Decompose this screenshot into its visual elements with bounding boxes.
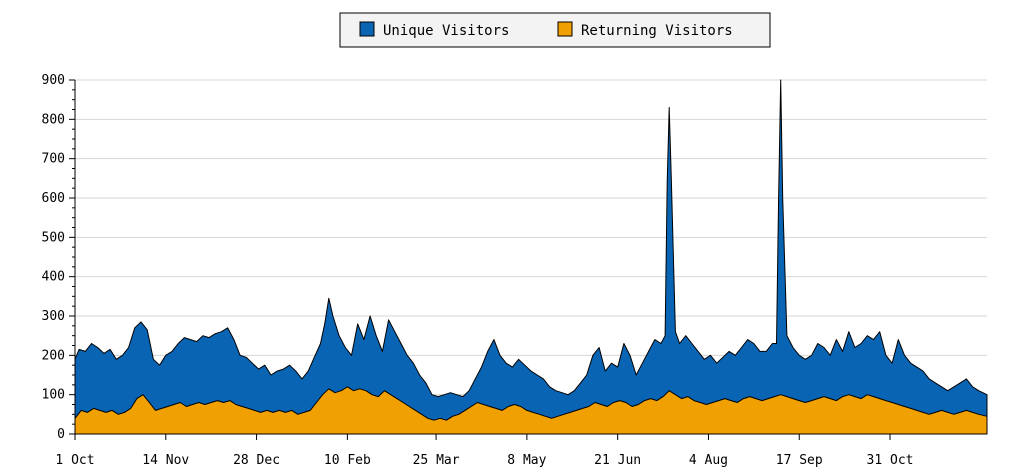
x-tick-label-0: 1 Oct: [55, 453, 94, 468]
area-returning: [74, 386, 988, 435]
data-areas: [74, 79, 988, 435]
x-tick-label-8: 17 Sep: [776, 453, 823, 468]
legend-label-returning: Returning Visitors: [581, 23, 733, 39]
x-tick-label-3: 10 Feb: [324, 453, 371, 468]
y-tick-label-100: 100: [42, 388, 65, 403]
x-tick-label-7: 4 Aug: [689, 453, 728, 468]
legend-swatch-returning: [557, 21, 573, 37]
y-tick-label-800: 800: [42, 112, 65, 127]
legend-label-unique: Unique Visitors: [383, 23, 509, 39]
x-tick-label-5: 8 May: [507, 453, 546, 468]
y-tick-label-500: 500: [42, 230, 65, 245]
y-tick-label-900: 900: [42, 73, 65, 88]
x-tick-label-4: 25 Mar: [413, 453, 460, 468]
y-tick-label-400: 400: [42, 270, 65, 285]
x-tick-label-6: 21 Jun: [594, 453, 641, 468]
y-tick-label-700: 700: [42, 152, 65, 167]
area-unique: [74, 79, 988, 435]
y-tick-label-0: 0: [57, 427, 65, 442]
y-tick-label-300: 300: [42, 309, 65, 324]
x-tick-label-9: 31 Oct: [867, 453, 914, 468]
y-tick-label-600: 600: [42, 191, 65, 206]
x-tick-label-1: 14 Nov: [142, 453, 189, 468]
legend-box: [339, 12, 771, 48]
y-tick-label-200: 200: [42, 348, 65, 363]
x-tick-label-2: 28 Dec: [233, 453, 280, 468]
axes: 0 100 200 300 400 500 600 700 800 900 1 Oct 14 Nov 2…: [42, 73, 987, 468]
legend-swatch-unique: [359, 21, 375, 37]
